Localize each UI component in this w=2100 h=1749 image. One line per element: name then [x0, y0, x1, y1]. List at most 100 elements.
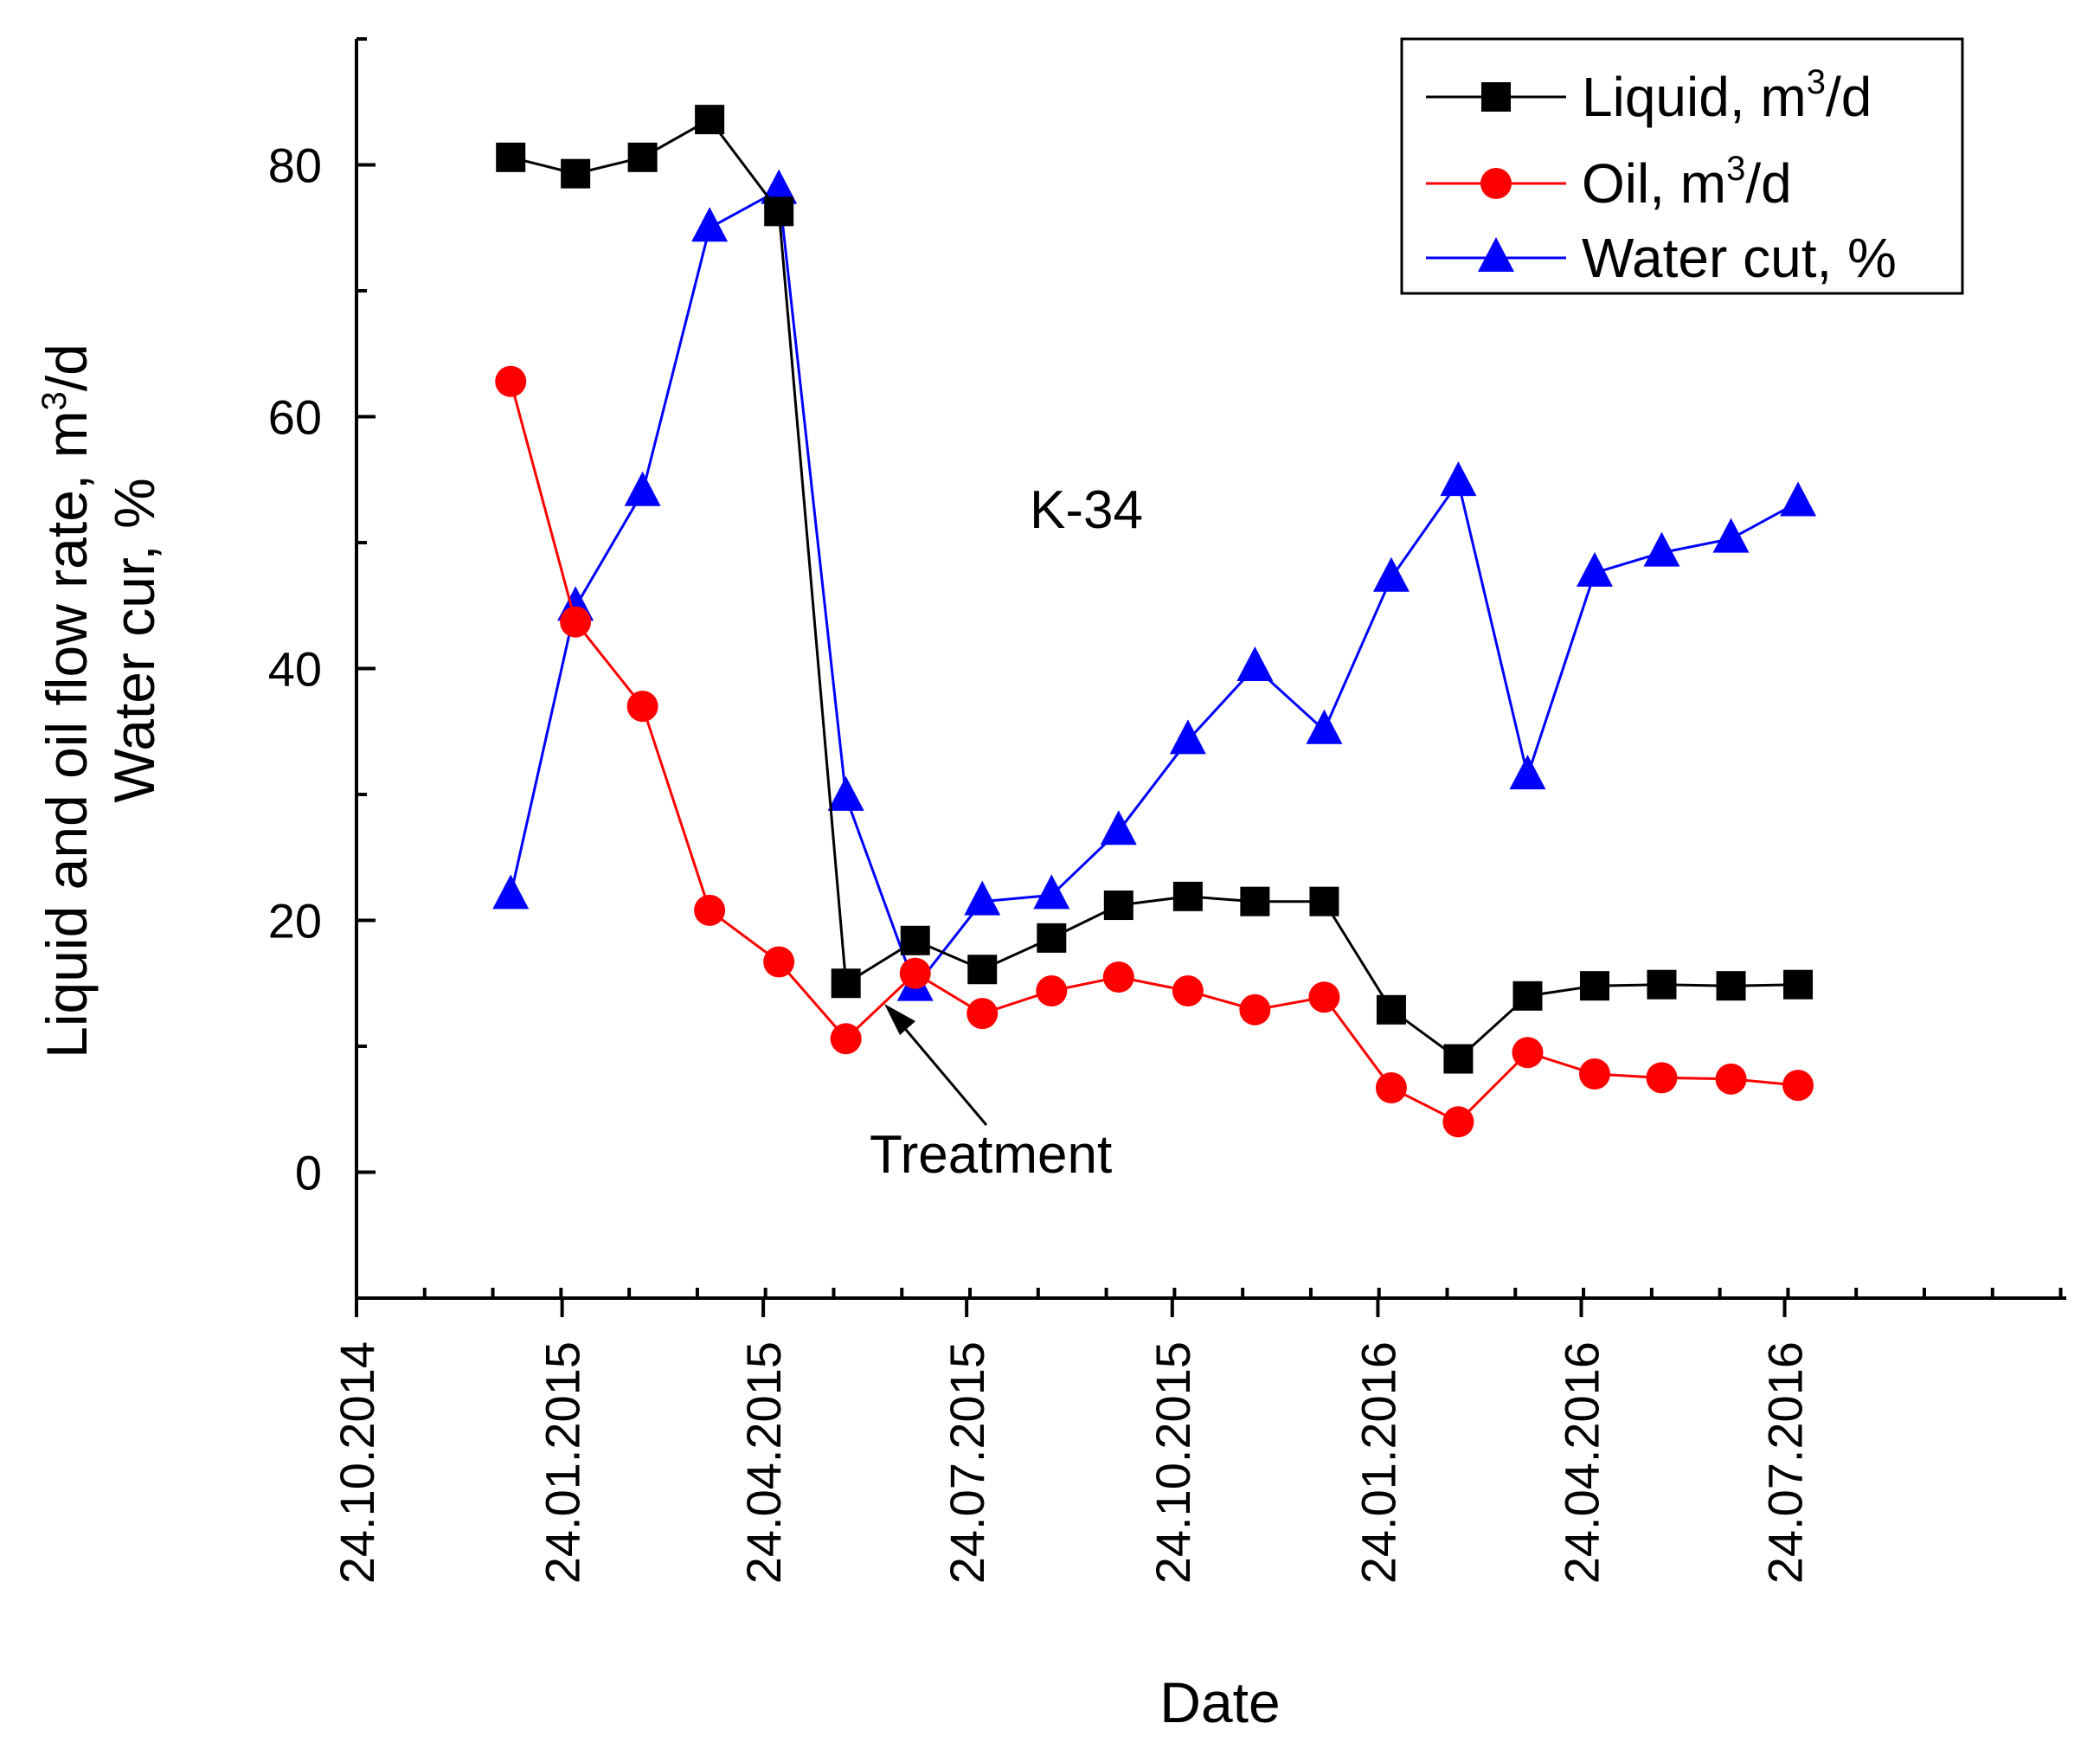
data-point	[1579, 971, 1609, 1001]
data-point	[1306, 709, 1343, 744]
y-tick-label: 80	[268, 138, 322, 193]
x-tick-label: 24.07.2016	[1758, 1341, 1813, 1584]
data-point	[1712, 518, 1750, 553]
data-point	[1308, 981, 1340, 1013]
x-tick-label: 24.01.2015	[536, 1341, 590, 1584]
data-point	[624, 471, 661, 506]
well-label: K-34	[1030, 480, 1143, 540]
data-point	[1372, 556, 1410, 592]
x-tick-label: 24.01.2016	[1351, 1341, 1405, 1584]
data-point	[1036, 974, 1068, 1006]
legend-label-superscript: 3	[1726, 150, 1745, 188]
legend-label-text: Liquid, m	[1582, 66, 1807, 128]
treatment-arrow-head	[884, 1004, 915, 1035]
series-layer	[492, 105, 1817, 1138]
data-point	[561, 158, 591, 189]
data-point	[560, 606, 592, 638]
data-point	[763, 946, 795, 978]
x-tick-label: 24.10.2015	[1146, 1341, 1200, 1584]
data-point	[1102, 961, 1134, 993]
x-tick-label: 24.04.2015	[736, 1341, 791, 1584]
data-point	[827, 775, 864, 811]
y-axis-title-line2: Water cur, %	[102, 478, 166, 802]
data-point	[1103, 891, 1133, 921]
annotations: K-34 Treatment	[870, 480, 1143, 1185]
series-line	[509, 381, 1799, 1124]
y-axis-title-line1: Liquid and oil flow rate, m3/d	[35, 344, 99, 1058]
legend-swatch-marker	[1481, 82, 1511, 112]
treatment-label: Treatment	[870, 1125, 1112, 1185]
data-point	[1376, 994, 1406, 1025]
data-point	[694, 894, 726, 926]
data-point	[1780, 481, 1817, 517]
x-axis-title: Date	[1159, 1670, 1280, 1734]
data-point	[1443, 1044, 1474, 1074]
y-tick-label: 40	[268, 642, 322, 697]
data-point	[900, 925, 930, 955]
legend-label-text: Water cut, %	[1582, 227, 1897, 289]
data-point	[492, 874, 530, 910]
y-axis-title-unit: /d	[35, 344, 99, 391]
data-point	[1172, 974, 1204, 1006]
data-point	[1646, 1062, 1678, 1094]
data-point	[1512, 981, 1543, 1011]
y-tick-label: 60	[268, 390, 322, 445]
legend-item: Oil, m3/d	[1426, 150, 1792, 215]
y-tick-label: 20	[268, 894, 322, 948]
data-point	[1643, 531, 1680, 567]
x-tick-label: 24.10.2014	[330, 1341, 384, 1584]
data-point	[1037, 923, 1067, 953]
data-point	[967, 955, 998, 985]
data-point	[764, 196, 794, 227]
data-point	[830, 1023, 862, 1055]
series-oil	[495, 365, 1814, 1138]
data-point	[1716, 971, 1746, 1001]
legend-item: Water cut, %	[1426, 227, 1897, 289]
data-point	[691, 207, 729, 242]
axes: 0 20 40 60 80 24.10.2014 24.01.2015 24.04.2015 2…	[35, 37, 2066, 1734]
data-point	[1375, 1072, 1407, 1104]
data-point	[1578, 1058, 1610, 1090]
data-point	[496, 142, 526, 172]
legend-swatch-marker	[1480, 168, 1512, 199]
y-axis-title-superscript: 3	[35, 391, 74, 410]
data-point	[1509, 755, 1546, 790]
data-point	[495, 365, 527, 397]
data-point	[1576, 551, 1613, 587]
data-point	[1236, 646, 1274, 682]
legend-item: Liquid, m3/d	[1426, 63, 1872, 128]
legend-label-unit: /d	[1745, 152, 1791, 215]
legend-label: Liquid, m3/d	[1582, 63, 1872, 128]
data-point	[1033, 874, 1070, 910]
data-point	[1442, 1106, 1474, 1138]
data-point	[1512, 1037, 1544, 1069]
data-point	[1440, 461, 1477, 497]
y-tick-label: 0	[295, 1146, 322, 1200]
data-point	[1100, 810, 1137, 846]
legend-label-unit: /d	[1826, 66, 1872, 128]
data-point	[964, 880, 1001, 916]
series-line	[509, 188, 1799, 990]
series-liquid	[496, 105, 1814, 1074]
data-point	[1172, 881, 1203, 911]
x-tick-label: 24.04.2016	[1554, 1341, 1609, 1584]
data-point	[831, 968, 861, 999]
data-point	[627, 142, 658, 172]
data-point	[1240, 886, 1270, 916]
data-point	[1647, 969, 1677, 1000]
legend-swatch-marker	[1478, 237, 1514, 272]
data-point	[1782, 1070, 1814, 1102]
legend-label-text: Oil, m	[1582, 152, 1726, 215]
data-point	[1715, 1063, 1747, 1095]
x-tick-label: 24.07.2015	[940, 1341, 994, 1584]
data-point	[899, 957, 931, 989]
data-point	[1239, 993, 1271, 1026]
data-point	[1169, 719, 1206, 755]
treatment-arrow-line	[896, 1019, 988, 1126]
data-point	[761, 169, 798, 204]
legend-label: Water cut, %	[1582, 227, 1897, 289]
data-point	[967, 998, 999, 1030]
series-water-cut	[492, 169, 1817, 1001]
